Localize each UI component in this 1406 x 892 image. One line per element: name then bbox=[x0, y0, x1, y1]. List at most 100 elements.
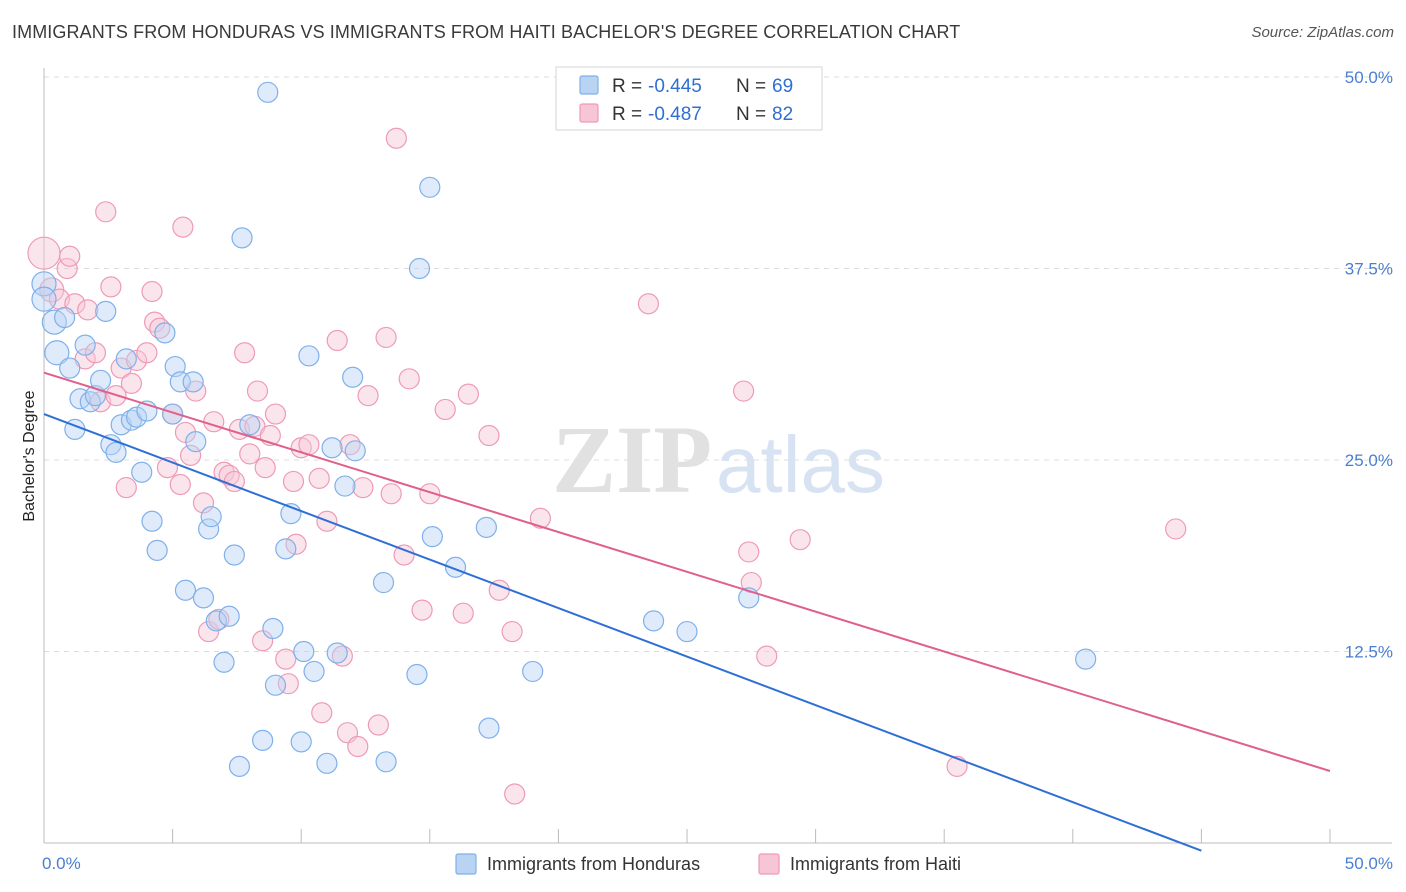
haiti-point bbox=[1165, 518, 1187, 540]
series-honduras-points bbox=[31, 81, 1097, 778]
haiti-point bbox=[398, 368, 420, 390]
honduras-point bbox=[239, 414, 261, 436]
haiti-point bbox=[254, 457, 276, 479]
y-tick-label: 50.0% bbox=[1345, 68, 1393, 87]
honduras-point bbox=[375, 751, 397, 773]
haiti-point bbox=[192, 492, 215, 514]
honduras-point bbox=[105, 441, 127, 463]
honduras-point bbox=[53, 306, 76, 329]
haiti-point bbox=[203, 411, 225, 433]
honduras-point bbox=[205, 610, 227, 632]
honduras-point bbox=[262, 617, 284, 640]
haiti-point bbox=[136, 342, 158, 364]
haiti-point bbox=[789, 529, 811, 551]
legend-r-label-haiti: R = bbox=[612, 104, 642, 125]
haiti-point bbox=[120, 372, 143, 394]
gridlines bbox=[44, 76, 1392, 652]
x-tick-label-min: 0.0% bbox=[42, 854, 81, 873]
legend-swatch-honduras bbox=[579, 75, 599, 95]
series-legend-label-haiti: Immigrants from Haiti bbox=[790, 854, 961, 874]
y-axis-label: Bachelor's Degree bbox=[21, 390, 38, 521]
haiti-point bbox=[308, 467, 330, 489]
honduras-point bbox=[642, 610, 665, 632]
honduras-point bbox=[182, 371, 204, 393]
honduras-point bbox=[290, 731, 312, 753]
honduras-point bbox=[298, 345, 320, 367]
haiti-point bbox=[375, 326, 397, 349]
x-tick-label-max: 50.0% bbox=[1345, 854, 1393, 873]
honduras-point bbox=[444, 556, 467, 578]
honduras-point bbox=[95, 300, 117, 322]
haiti-point bbox=[100, 276, 122, 298]
honduras-point bbox=[141, 510, 163, 532]
haiti-point bbox=[452, 602, 474, 624]
haiti-point bbox=[529, 507, 551, 529]
tick-labels: 12.5% 25.0% 37.5% 50.0% 0.0% 50.0% bbox=[42, 68, 1393, 873]
legend-r-label-honduras: R = bbox=[612, 76, 642, 97]
haiti-point bbox=[393, 544, 415, 566]
honduras-point bbox=[257, 81, 279, 103]
haiti-point bbox=[234, 342, 256, 364]
haiti-point bbox=[275, 648, 297, 670]
haiti-point bbox=[77, 299, 99, 321]
honduras-point bbox=[478, 717, 500, 739]
haiti-point bbox=[732, 380, 755, 402]
legend-n-value-honduras: 69 bbox=[772, 76, 793, 97]
legend-swatch-haiti bbox=[579, 103, 599, 123]
legend-r-value-honduras: -0.445 bbox=[648, 76, 702, 97]
honduras-point bbox=[131, 461, 153, 483]
honduras-point bbox=[218, 605, 240, 627]
haiti-point bbox=[246, 380, 269, 402]
honduras-point bbox=[192, 587, 215, 609]
watermark-zip: ZIP bbox=[552, 406, 712, 513]
honduras-point bbox=[421, 525, 443, 548]
haiti-point bbox=[239, 443, 261, 465]
haiti-point bbox=[352, 476, 374, 499]
haiti-point bbox=[738, 541, 760, 563]
honduras-point bbox=[110, 414, 132, 436]
honduras-point bbox=[326, 642, 348, 664]
honduras-point bbox=[223, 544, 245, 566]
legend-n-value-haiti: 82 bbox=[772, 104, 793, 125]
series-legend: Immigrants from Honduras Immigrants from… bbox=[455, 853, 961, 875]
haiti-point bbox=[169, 473, 191, 496]
legend-n-label-honduras: N = bbox=[736, 76, 766, 97]
haiti-point bbox=[27, 236, 61, 270]
honduras-point bbox=[293, 640, 315, 663]
haiti-point bbox=[141, 280, 163, 303]
haiti-point bbox=[282, 470, 305, 493]
honduras-point bbox=[59, 357, 81, 379]
honduras-point bbox=[406, 663, 428, 686]
y-tick-label: 25.0% bbox=[1345, 451, 1393, 470]
haiti-point bbox=[478, 424, 500, 447]
axes bbox=[43, 68, 1392, 844]
haiti-point bbox=[264, 403, 287, 425]
haiti-point bbox=[180, 444, 202, 467]
honduras-point bbox=[408, 257, 431, 280]
haiti-point bbox=[326, 329, 348, 352]
series-legend-label-honduras: Immigrants from Honduras bbox=[487, 854, 700, 874]
haiti-point bbox=[501, 620, 523, 643]
honduras-point bbox=[252, 729, 274, 751]
honduras-point bbox=[475, 516, 497, 539]
honduras-point bbox=[125, 406, 148, 428]
series-legend-swatch-honduras bbox=[455, 853, 477, 875]
legend-frame bbox=[555, 66, 823, 131]
honduras-point bbox=[162, 403, 184, 425]
honduras-point bbox=[185, 431, 207, 453]
honduras-point bbox=[419, 176, 441, 198]
honduras-point bbox=[344, 440, 366, 462]
haiti-point bbox=[95, 201, 117, 223]
trend-lines bbox=[43, 371, 1331, 852]
haiti-point bbox=[172, 216, 194, 238]
haiti-point bbox=[385, 127, 407, 149]
honduras-point bbox=[522, 660, 544, 683]
honduras-point bbox=[169, 371, 191, 393]
honduras-point bbox=[231, 227, 253, 249]
honduras-point bbox=[174, 579, 197, 601]
haiti-point bbox=[434, 398, 456, 421]
honduras-point bbox=[31, 271, 57, 297]
honduras-point bbox=[200, 506, 222, 528]
haiti-point bbox=[419, 483, 441, 505]
